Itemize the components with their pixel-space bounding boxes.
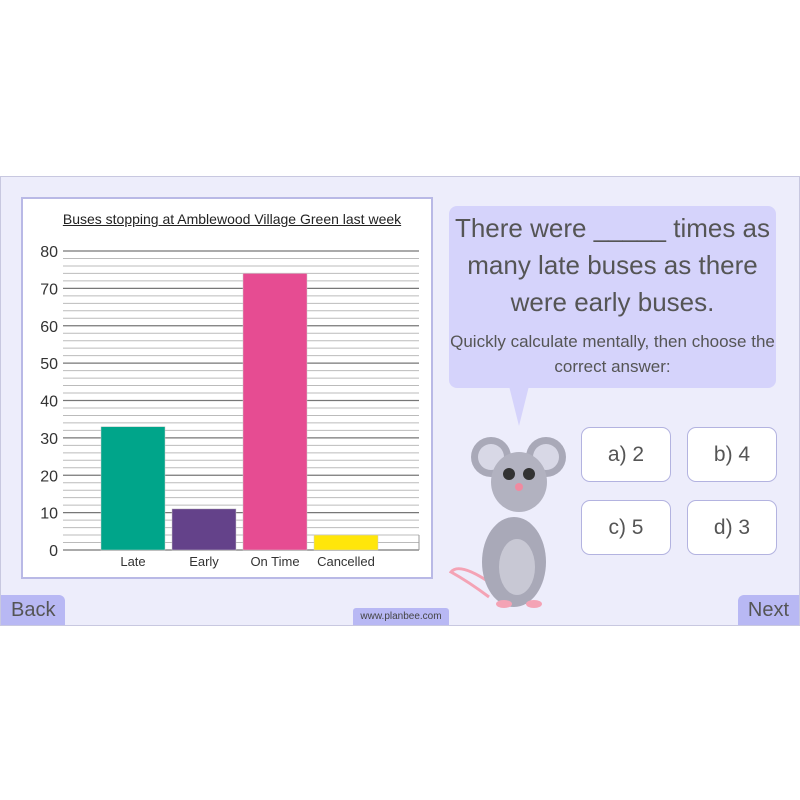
x-tick-label: Early — [189, 554, 219, 569]
chart-panel: Buses stopping at Amblewood Village Gree… — [21, 197, 433, 579]
y-tick-label: 10 — [40, 506, 58, 523]
bar-late — [100, 426, 166, 551]
answer-d-button[interactable]: d) 3 — [687, 500, 777, 555]
bar-cancelled — [313, 534, 379, 551]
mouse-icon — [449, 437, 566, 608]
y-tick-label: 30 — [40, 431, 58, 448]
answer-c-button[interactable]: c) 5 — [581, 500, 671, 555]
back-button[interactable]: Back — [1, 595, 66, 625]
y-tick-label: 50 — [40, 356, 58, 373]
x-tick-label: On Time — [250, 554, 299, 569]
next-button[interactable]: Next — [737, 595, 799, 625]
instruction-text: Quickly calculate mentally, then choose … — [450, 332, 775, 376]
bar-on-time — [242, 273, 308, 551]
bar-early — [171, 508, 237, 551]
y-tick-label: 60 — [40, 319, 58, 336]
y-tick-label: 80 — [40, 244, 58, 261]
y-tick-label: 20 — [40, 468, 58, 485]
site-link[interactable]: www.planbee.com — [353, 608, 449, 625]
answer-a-button[interactable]: a) 2 — [581, 427, 671, 482]
slide: Buses stopping at Amblewood Village Gree… — [0, 176, 800, 626]
y-tick-label: 70 — [40, 281, 58, 298]
answer-b-button[interactable]: b) 4 — [687, 427, 777, 482]
y-tick-label: 0 — [49, 543, 58, 560]
x-tick-label: Late — [120, 554, 145, 569]
question-text: There were _____ times as many late buse… — [454, 213, 771, 317]
chart-title: Buses stopping at Amblewood Village Gree… — [62, 211, 402, 227]
speech-bubble: There were _____ times as many late buse… — [449, 206, 776, 426]
y-tick-label: 40 — [40, 394, 58, 411]
x-tick-label: Cancelled — [317, 554, 375, 569]
bar-chart: 0 10 20 30 40 50 60 70 80 Late Early On Time Cancell… — [40, 244, 420, 569]
